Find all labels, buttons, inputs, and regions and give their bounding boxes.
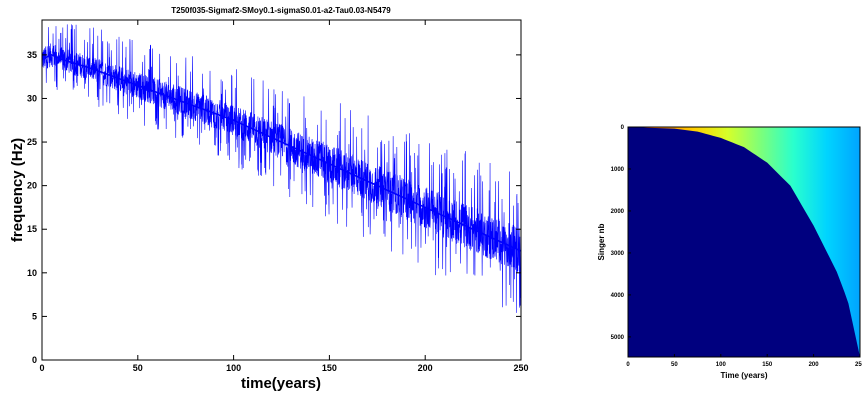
heatmap-frame: [627, 126, 861, 358]
x-tick-label: 50: [133, 363, 143, 373]
y-tick-label: 5: [32, 311, 37, 321]
x-tick-label: 200: [418, 363, 433, 373]
heatmap-x-tick-label: 50: [671, 362, 678, 368]
heatmap-y-axis-label: Singer nb: [597, 223, 606, 260]
frequency-series-line: [42, 24, 521, 313]
x-tick-label: 150: [322, 363, 337, 373]
y-tick-label: 20: [27, 181, 37, 191]
x-tick-label: 250: [513, 363, 528, 373]
heatmap-x-tick-label: 150: [762, 362, 773, 368]
x-tick-label: 0: [39, 363, 44, 373]
y-axis-ticks: 0 5 10 15 20 25 30 35: [27, 50, 521, 365]
heatmap-area: [628, 127, 860, 357]
y-tick-label: 30: [27, 93, 37, 103]
frequency-chart: T250f035-Sigmaf2-SMoy0.1-sigmaS0.01-a2-T…: [9, 6, 529, 392]
heatmap-y-tick-label: 5000: [611, 335, 625, 341]
heatmap-x-tick-label: 200: [809, 362, 820, 368]
y-tick-label: 0: [32, 355, 37, 365]
y-axis-label: frequency (Hz): [9, 138, 26, 242]
plot-area: [42, 24, 521, 313]
heatmap-x-tick-label: 0: [626, 362, 630, 368]
x-axis-label: time(years): [241, 375, 321, 392]
heatmap-x-axis-label: Time (years): [721, 371, 768, 380]
y-tick-label: 10: [27, 268, 37, 278]
heatmap-x-ticks: 0 50 100 150 200 250: [626, 354, 862, 368]
x-tick-label: 100: [226, 363, 241, 373]
heatmap-x-tick-label: 250: [855, 362, 862, 368]
chart-title: T250f035-Sigmaf2-SMoy0.1-sigmaS0.01-a2-T…: [171, 6, 391, 15]
y-tick-label: 25: [27, 137, 37, 147]
heatmap-y-tick-label: 4000: [611, 293, 625, 299]
singer-heatmap: 0 50 100 150 200 250 0 1000 2000 3000 4000 5000 Ti…: [597, 125, 862, 380]
heatmap-y-tick-label: 0: [621, 125, 625, 131]
heatmap-y-ticks: 0 1000 2000 3000 4000 5000: [611, 125, 631, 341]
heatmap-y-tick-label: 3000: [611, 251, 625, 257]
heatmap-y-tick-label: 2000: [611, 209, 625, 215]
heatmap-x-tick-label: 100: [716, 362, 727, 368]
y-tick-label: 35: [27, 50, 37, 60]
x-axis-ticks: 0 50 100 150 200 250: [39, 20, 529, 373]
frequency-trend-line: [42, 53, 521, 252]
plot-frame: [41, 19, 522, 361]
y-tick-label: 15: [27, 224, 37, 234]
heatmap-y-tick-label: 1000: [611, 167, 625, 173]
heatmap-active-region: [628, 127, 860, 357]
